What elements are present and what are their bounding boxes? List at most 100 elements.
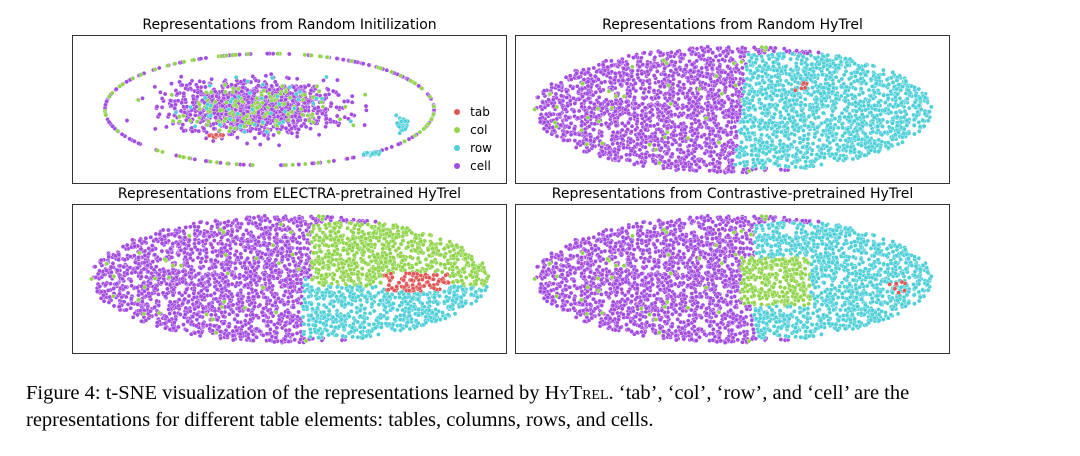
- point-col: [665, 129, 670, 135]
- point-cell: [252, 135, 258, 141]
- point-cell: [620, 121, 625, 126]
- point-cell: [625, 77, 631, 82]
- point-cell: [606, 156, 611, 161]
- point-cell: [606, 70, 612, 76]
- point-cell: [723, 77, 728, 83]
- point-cell: [289, 126, 294, 131]
- point-col: [152, 67, 158, 72]
- point-cell: [703, 81, 708, 87]
- point-row: [756, 73, 761, 79]
- point-cell: [563, 107, 568, 112]
- point-cell: [177, 79, 182, 85]
- point-cell: [631, 86, 636, 91]
- point-cell: [681, 82, 686, 87]
- point-col: [165, 63, 170, 68]
- point-cell: [690, 99, 696, 105]
- point-cell: [198, 110, 203, 116]
- point-col: [703, 115, 709, 121]
- point-cell: [706, 125, 711, 131]
- point-cell: [647, 85, 652, 90]
- point-col: [421, 126, 427, 132]
- point-cell: [621, 145, 626, 151]
- point-cell: [606, 124, 611, 129]
- point-col: [317, 54, 323, 59]
- point-cell: [241, 162, 246, 167]
- point-cell: [366, 62, 372, 68]
- point-col: [431, 104, 437, 109]
- point-row: [268, 110, 274, 116]
- point-row: [777, 110, 783, 115]
- point-row: [245, 79, 251, 84]
- point-cell: [732, 124, 737, 130]
- point-row: [247, 90, 253, 96]
- point-cell: [302, 108, 308, 113]
- point-cell: [712, 141, 717, 146]
- point-col: [204, 90, 209, 95]
- point-cell: [225, 94, 231, 100]
- point-row: [188, 104, 193, 110]
- point-cell: [613, 123, 619, 128]
- point-row: [275, 93, 280, 99]
- point-col: [657, 160, 662, 166]
- point-col: [310, 95, 316, 100]
- point-cell: [631, 55, 636, 60]
- point-cell: [656, 63, 661, 68]
- point-cell: [652, 134, 658, 139]
- point-col: [412, 133, 418, 138]
- point-col: [103, 112, 109, 118]
- legend-marker-tab: [454, 109, 461, 115]
- point-cell: [697, 165, 702, 170]
- point-cell: [586, 148, 592, 153]
- point-cell: [334, 105, 339, 110]
- point-col: [300, 112, 305, 117]
- point-col: [290, 162, 295, 168]
- point-col: [228, 125, 233, 131]
- point-cell: [720, 147, 725, 153]
- point-cell: [717, 64, 722, 69]
- point-col: [579, 128, 584, 133]
- point-col: [349, 58, 355, 64]
- point-cell: [193, 113, 198, 118]
- point-cell: [323, 124, 328, 129]
- point-cell: [335, 92, 341, 98]
- point-cell: [670, 119, 675, 125]
- point-row: [733, 162, 738, 167]
- point-col: [177, 114, 182, 119]
- point-cell: [706, 93, 712, 98]
- point-cell: [263, 73, 269, 79]
- point-cell: [651, 158, 656, 164]
- point-col: [630, 64, 635, 69]
- point-cell: [687, 97, 692, 102]
- point-cell: [572, 101, 578, 106]
- point-cell: [670, 73, 675, 79]
- point-cell: [157, 65, 162, 71]
- point-cell: [593, 90, 599, 95]
- point-col: [759, 44, 765, 50]
- point-col: [719, 91, 725, 97]
- point-cell: [579, 104, 584, 110]
- scatter-plot: [102, 51, 437, 168]
- point-cell: [725, 64, 730, 69]
- point-cell: [695, 134, 700, 140]
- point-cell: [594, 69, 599, 74]
- point-col: [254, 95, 260, 101]
- point-cell: [733, 104, 739, 109]
- point-cell: [607, 150, 612, 155]
- point-cell: [680, 90, 686, 96]
- point-cell: [584, 91, 590, 96]
- point-cell: [637, 153, 642, 159]
- point-cell: [548, 112, 554, 117]
- point-cell: [540, 99, 545, 105]
- point-row: [217, 122, 223, 128]
- point-cell: [626, 102, 631, 108]
- point-cell: [721, 81, 727, 87]
- point-cell: [673, 159, 679, 164]
- point-cell: [664, 151, 670, 156]
- point-cell: [726, 45, 731, 50]
- point-row: [260, 82, 266, 87]
- point-cell: [693, 146, 699, 151]
- point-col: [224, 100, 229, 105]
- point-col: [419, 86, 425, 91]
- point-cell: [544, 123, 549, 128]
- point-cell: [645, 62, 650, 67]
